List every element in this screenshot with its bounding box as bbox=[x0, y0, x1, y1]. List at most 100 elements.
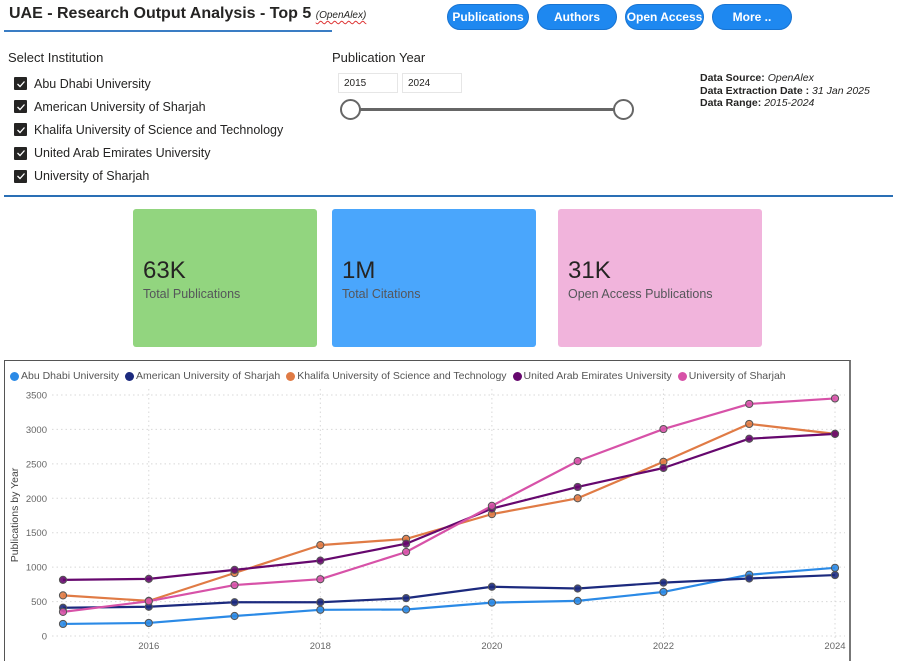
institution-label: University of Sharjah bbox=[34, 169, 150, 184]
data-range-label: Data Range: bbox=[700, 97, 762, 109]
data-point bbox=[316, 556, 325, 565]
publications-button[interactable]: Publications bbox=[447, 4, 529, 30]
data-point bbox=[316, 541, 325, 550]
institution-label: United Arab Emirates University bbox=[34, 146, 211, 161]
legend-dot-icon bbox=[125, 371, 135, 381]
legend-item[interactable]: United Arab Emirates University bbox=[512, 370, 672, 382]
year-slider-max-handle[interactable] bbox=[613, 99, 634, 120]
checkbox-checked-icon[interactable] bbox=[14, 169, 27, 183]
data-point bbox=[316, 575, 325, 584]
data-point bbox=[402, 594, 411, 603]
x-tick-label: 2018 bbox=[310, 641, 331, 652]
legend-dot-icon bbox=[512, 371, 522, 381]
open-access-button[interactable]: Open Access bbox=[625, 4, 704, 30]
checkbox-checked-icon[interactable] bbox=[14, 100, 27, 114]
series-line bbox=[62, 566, 836, 626]
kpi-label: Total Citations bbox=[342, 287, 421, 301]
kpi-value: 1M bbox=[342, 257, 376, 284]
data-point bbox=[58, 591, 68, 600]
series-line bbox=[62, 432, 836, 581]
data-point bbox=[402, 605, 411, 614]
y-tick-label: 2000 bbox=[26, 494, 47, 505]
kpi-value: 31K bbox=[568, 257, 611, 284]
data-point bbox=[144, 618, 153, 628]
data-point bbox=[573, 584, 582, 593]
data-point bbox=[573, 494, 582, 503]
data-point bbox=[659, 424, 668, 434]
authors-button[interactable]: Authors bbox=[537, 4, 617, 30]
more-button[interactable]: More .. bbox=[712, 4, 792, 30]
institution-item-khalifa[interactable]: Khalifa University of Science and Techno… bbox=[14, 118, 283, 141]
year-to-input[interactable]: 2024 bbox=[402, 73, 462, 93]
data-point bbox=[58, 619, 68, 629]
y-tick-label: 3500 bbox=[26, 391, 47, 402]
data-point bbox=[745, 399, 754, 409]
legend-label: American University of Sharjah bbox=[136, 370, 281, 382]
data-point bbox=[402, 539, 411, 548]
data-point bbox=[230, 611, 239, 621]
x-tick-label: 2016 bbox=[138, 641, 159, 652]
data-extraction-label: Data Extraction Date : bbox=[700, 84, 810, 97]
data-point bbox=[745, 434, 754, 443]
legend-dot-icon bbox=[10, 371, 19, 381]
data-point bbox=[402, 547, 411, 557]
legend-item[interactable]: Khalifa University of Science and Techno… bbox=[286, 370, 507, 382]
institution-item-uaeu[interactable]: United Arab Emirates University bbox=[14, 142, 283, 165]
y-tick-label: 1000 bbox=[26, 563, 47, 574]
institution-label: American University of Sharjah bbox=[34, 99, 206, 114]
year-slider-track[interactable] bbox=[350, 108, 624, 111]
institution-item-aus[interactable]: American University of Sharjah bbox=[14, 95, 283, 118]
checkbox-checked-icon[interactable] bbox=[14, 123, 27, 137]
y-tick-label: 500 bbox=[31, 597, 47, 608]
institution-item-abu-dhabi[interactable]: Abu Dhabi University bbox=[14, 72, 283, 95]
series-line bbox=[62, 422, 836, 602]
kpi-card-total-publications: 63K Total Publications bbox=[133, 209, 317, 347]
data-range-value: 2015-2024 bbox=[764, 97, 815, 109]
institution-item-sharjah[interactable]: University of Sharjah bbox=[14, 165, 283, 188]
data-point bbox=[487, 598, 496, 607]
data-point bbox=[830, 394, 840, 403]
institution-label: Khalifa University of Science and Techno… bbox=[34, 122, 284, 137]
y-axis-label: Publications by Year bbox=[9, 467, 21, 562]
series-line bbox=[62, 573, 836, 609]
data-point bbox=[745, 419, 754, 429]
page-title: UAE - Research Output Analysis - Top 5 (… bbox=[9, 5, 366, 23]
data-range-line: Data Range: 2015-2024 bbox=[700, 97, 870, 110]
section-divider bbox=[4, 195, 893, 197]
data-point bbox=[573, 457, 582, 466]
checkbox-checked-icon[interactable] bbox=[14, 77, 27, 91]
kpi-card-total-citations: 1M Total Citations bbox=[332, 209, 536, 347]
line-chart-container bbox=[4, 360, 851, 661]
page-title-text: UAE - Research Output Analysis - Top 5 bbox=[9, 5, 312, 22]
legend-item[interactable]: American University of Sharjah bbox=[125, 370, 280, 382]
data-point bbox=[487, 582, 496, 591]
data-point bbox=[487, 501, 496, 510]
institution-label: Abu Dhabi University bbox=[34, 76, 151, 91]
kpi-label: Total Publications bbox=[143, 287, 241, 301]
y-tick-label: 3000 bbox=[26, 425, 47, 436]
data-point bbox=[316, 605, 325, 614]
data-point bbox=[830, 570, 840, 580]
legend-item[interactable]: University of Sharjah bbox=[677, 370, 786, 382]
data-point bbox=[316, 598, 325, 607]
x-tick-label: 2020 bbox=[481, 641, 502, 652]
series-line bbox=[62, 397, 836, 613]
legend-label: Abu Dhabi University bbox=[21, 370, 120, 382]
legend-dot-icon bbox=[286, 371, 296, 381]
y-tick-label: 1500 bbox=[26, 528, 47, 539]
data-point bbox=[830, 429, 840, 439]
year-from-input[interactable]: 2015 bbox=[338, 73, 398, 93]
legend-item[interactable]: Abu Dhabi University bbox=[10, 370, 119, 382]
x-tick-label: 2024 bbox=[824, 641, 845, 652]
data-point bbox=[659, 578, 668, 587]
data-point bbox=[659, 587, 668, 597]
year-slider-min-handle[interactable] bbox=[340, 99, 361, 120]
data-extraction-value: 31 Jan 2025 bbox=[812, 84, 870, 97]
y-tick-label: 2500 bbox=[26, 459, 47, 470]
data-point bbox=[573, 482, 582, 492]
data-extraction-line: Data Extraction Date : 31 Jan 2025 bbox=[700, 85, 870, 98]
checkbox-checked-icon[interactable] bbox=[14, 146, 27, 160]
data-source-label: Data Source: bbox=[700, 72, 765, 84]
title-underline bbox=[4, 30, 332, 32]
data-point bbox=[230, 580, 239, 590]
